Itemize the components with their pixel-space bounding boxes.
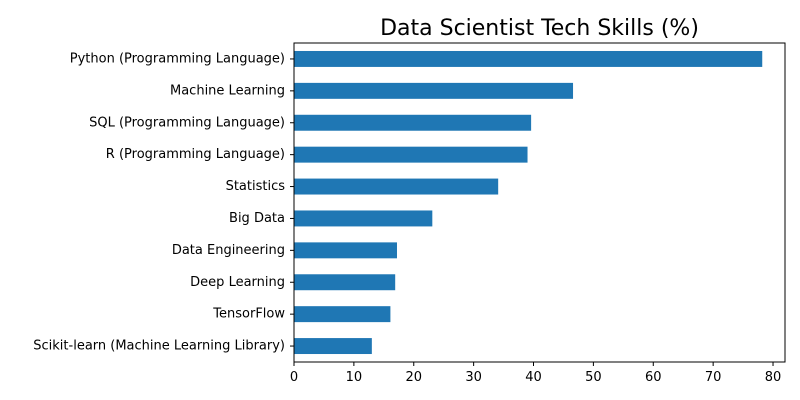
- x-axis-ticks: 0 10 20 30 40 50 60 70 80: [290, 362, 781, 385]
- y-tick-label: R (Programming Language): [106, 147, 285, 162]
- y-tick-label: Machine Learning: [170, 83, 285, 98]
- x-tick-label: 20: [405, 370, 422, 385]
- bar: [294, 50, 763, 67]
- x-tick-label: 70: [705, 370, 722, 385]
- bar: [294, 274, 396, 291]
- x-tick-label: 50: [585, 370, 602, 385]
- x-tick-label: 60: [645, 370, 662, 385]
- x-tick-label: 40: [525, 370, 542, 385]
- y-axis-ticks: Python (Programming Language) Machine Lea…: [33, 51, 294, 354]
- bar: [294, 338, 372, 355]
- y-tick-label: Python (Programming Language): [70, 51, 285, 66]
- y-tick-label: Scikit-learn (Machine Learning Library): [33, 339, 285, 354]
- y-tick-label: Big Data: [229, 211, 285, 226]
- bar: [294, 82, 574, 99]
- chart-title: Data Scientist Tech Skills (%): [380, 16, 699, 41]
- bar: [294, 178, 499, 195]
- y-tick-label: Data Engineering: [172, 243, 285, 258]
- x-tick-label: 30: [465, 370, 482, 385]
- bar: [294, 210, 433, 227]
- y-tick-label: SQL (Programming Language): [89, 115, 285, 130]
- y-tick-label: Deep Learning: [190, 275, 285, 290]
- y-tick-label: TensorFlow: [212, 307, 285, 322]
- bar: [294, 114, 532, 131]
- x-tick-label: 80: [765, 370, 782, 385]
- bar: [294, 242, 397, 259]
- axes-frame: [293, 42, 786, 363]
- bar: [294, 146, 528, 163]
- x-tick-label: 10: [346, 370, 363, 385]
- bar: [294, 306, 391, 323]
- bars-group: [294, 50, 763, 355]
- y-tick-label: Statistics: [226, 179, 286, 194]
- x-tick-label: 0: [290, 370, 298, 385]
